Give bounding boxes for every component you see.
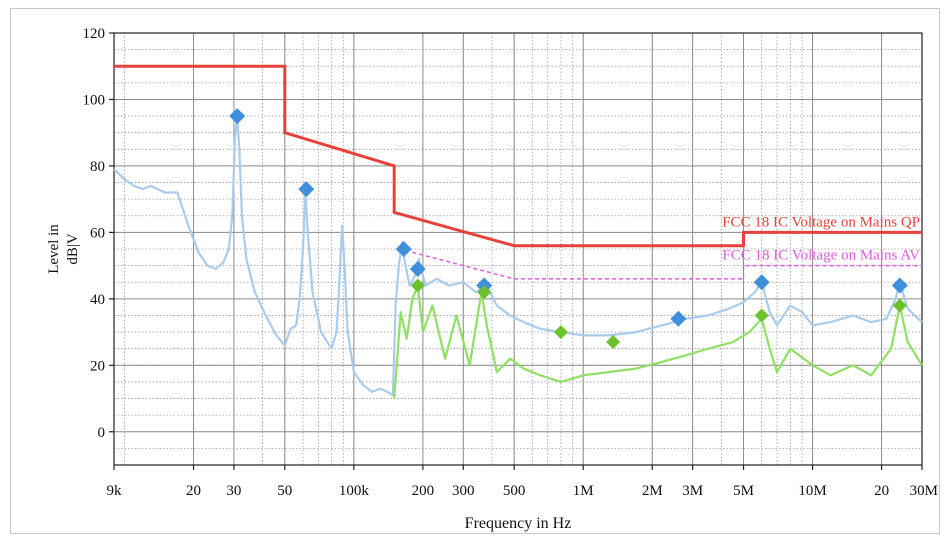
x-tick-label: 3M <box>682 483 703 499</box>
peak-marker <box>229 108 245 124</box>
x-tick-label: 2M <box>642 483 663 499</box>
x-tick-label: 300 <box>452 483 475 499</box>
peak-marker <box>396 241 412 257</box>
emc-spectrum-chart: 0 20 40 60 80 100 120 9k 20 30 50 100k 200 300 500 1M 2M… <box>11 9 939 533</box>
x-tick-label: 9k <box>107 483 123 499</box>
x-tick-label: 1M <box>573 483 594 499</box>
y-tick-label: 80 <box>90 159 105 175</box>
peak-marker <box>755 308 769 322</box>
peak-marker <box>670 311 686 327</box>
x-tick-label: 100k <box>339 483 370 499</box>
y-axis-label-line1: Level in <box>46 224 62 274</box>
chart-frame: 0 20 40 60 80 100 120 9k 20 30 50 100k 200 300 500 1M 2M… <box>10 8 940 534</box>
x-axis-label: Frequency in Hz <box>465 515 572 532</box>
y-tick-label: 100 <box>83 92 106 108</box>
x-tick-label: 500 <box>503 483 526 499</box>
x-tick-label: 20 <box>874 483 889 499</box>
y-tick-label: 20 <box>90 358 105 374</box>
y-axis-label-line2: dB|V <box>65 233 81 265</box>
x-tick-label: 30 <box>226 483 241 499</box>
limit-line-label-1: FCC 18 IC Voltage on Mains QP <box>722 214 920 230</box>
y-tick-label: 0 <box>98 425 106 441</box>
peak-marker <box>754 274 770 290</box>
y-tick-label: 60 <box>90 225 105 241</box>
x-tick-label: 200 <box>412 483 435 499</box>
x-tick-label: 30M <box>910 483 938 499</box>
y-tick-label: 40 <box>90 292 105 308</box>
limit-line-label-2: FCC 18 IC Voltage on Mains AV <box>722 248 920 264</box>
x-tick-label: 20 <box>186 483 201 499</box>
peak-marker <box>298 181 314 197</box>
x-tick-label: 5M <box>733 483 754 499</box>
peak-marker <box>606 335 620 349</box>
x-tick-label: 50 <box>277 483 292 499</box>
x-tick-label: 10M <box>798 483 826 499</box>
peak-marker <box>554 325 568 339</box>
peak-marker <box>892 278 908 294</box>
y-tick-label: 120 <box>83 26 106 42</box>
limit-line-labels: FCC 18 IC Voltage on Mains QP FCC 18 IC V… <box>722 214 920 263</box>
